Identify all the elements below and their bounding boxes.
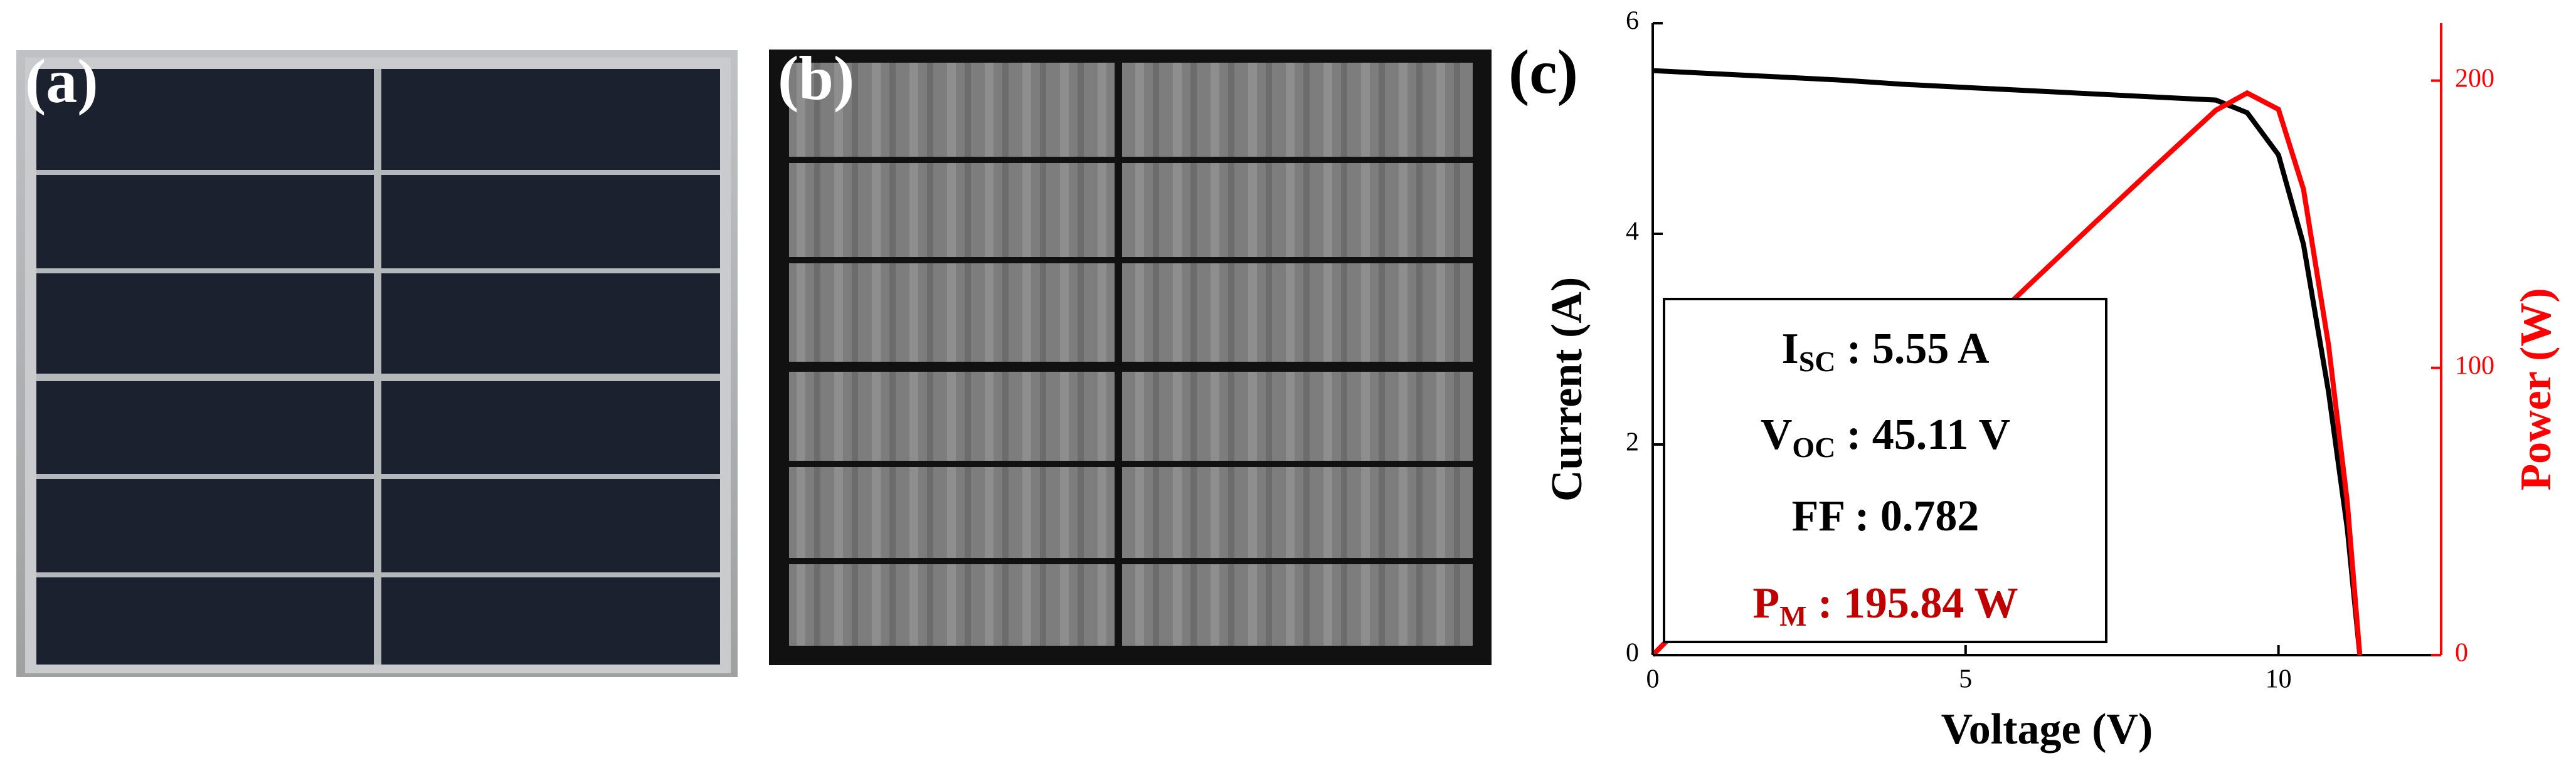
annotation-text: : 45.11 V: [1835, 411, 2010, 459]
annotation-subscript: SC: [1799, 345, 1836, 377]
annotation-symbol: V: [1761, 411, 1793, 459]
annotation-text: : 0.782: [1844, 492, 1980, 540]
y-axis-label: Current (A): [1543, 277, 1591, 502]
x-tick-label: 0: [1646, 665, 1660, 694]
annotation: ISC : 5.55 A: [1781, 325, 1990, 377]
annotation: FF : 0.782: [1792, 492, 1980, 540]
annotation-text: : 5.55 A: [1836, 325, 1990, 373]
annotation-symbol: I: [1781, 325, 1798, 373]
annotation: PM : 195.84 W: [1752, 579, 2018, 632]
annotation: VOC : 45.11 V: [1761, 411, 2010, 463]
panel-label: (a): [25, 46, 98, 116]
annotation-symbol: FF: [1792, 492, 1844, 540]
x-tick-label: 10: [2266, 665, 2292, 694]
series-line: [1652, 68, 2363, 656]
y2-tick-label: 200: [2455, 64, 2494, 93]
y2-axis-label: Power (W): [2512, 288, 2560, 490]
photo-electroluminescence: [769, 50, 1492, 665]
x-tick-label: 5: [1959, 665, 1972, 694]
panel-label: (b): [778, 43, 854, 113]
y2-tick-label: 100: [2455, 351, 2494, 380]
panel-label: (c): [1508, 37, 1578, 107]
annotation-subscript: M: [1779, 600, 1806, 632]
annotation-box: [1663, 298, 2107, 643]
y2-tick-label: 0: [2455, 639, 2468, 668]
y-tick-label: 4: [1626, 218, 1639, 246]
y-tick-label: 0: [1626, 639, 1639, 668]
annotation-text: : 195.84 W: [1807, 579, 2018, 628]
photo-module: [16, 50, 738, 677]
y-tick-label: 2: [1626, 428, 1639, 457]
y-tick-label: 6: [1626, 7, 1639, 36]
annotation-symbol: P: [1752, 579, 1779, 628]
annotation-subscript: OC: [1792, 431, 1835, 463]
x-axis-label: Voltage (V): [1941, 705, 2153, 754]
